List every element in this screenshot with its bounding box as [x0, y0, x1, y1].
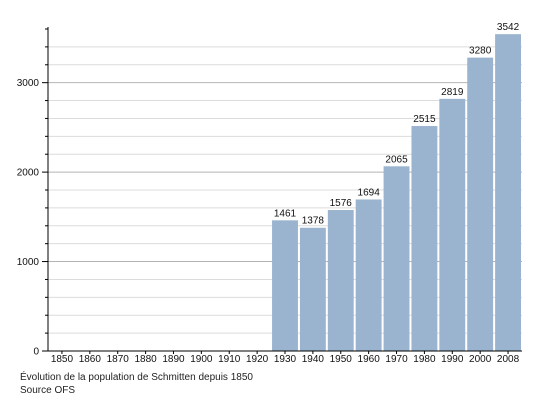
x-tick-label-1980: 1980 — [413, 354, 436, 365]
x-tick-label-1930: 1930 — [274, 354, 297, 365]
y-tick-label: 0 — [33, 347, 39, 358]
data-label-1950: 1576 — [330, 198, 353, 209]
data-label-1930: 1461 — [274, 208, 297, 219]
x-tick-label-1960: 1960 — [358, 354, 381, 365]
x-tick-label-1950: 1950 — [330, 354, 353, 365]
x-tick-label-1990: 1990 — [441, 354, 464, 365]
data-label-1940: 1378 — [302, 216, 325, 227]
y-tick-label: 1000 — [17, 257, 40, 268]
x-tick-label-1890: 1890 — [162, 354, 185, 365]
bar-1930 — [272, 220, 298, 351]
data-label-2008: 3542 — [497, 22, 520, 33]
data-labels: 1461 1378 1576 1694 2065 2515 2819 3280 3542 — [274, 22, 520, 227]
data-label-1960: 1694 — [358, 187, 381, 198]
x-tick-label-1910: 1910 — [218, 354, 241, 365]
chart-caption-title: Évolution de la population de Schmitten … — [20, 372, 253, 383]
x-tick-label-1870: 1870 — [107, 354, 130, 365]
bar-1940 — [299, 227, 326, 351]
x-tick-label-2000: 2000 — [469, 354, 492, 365]
bar-2008 — [495, 34, 521, 352]
x-tick-label-1920: 1920 — [246, 354, 269, 365]
bar-1970 — [383, 166, 410, 351]
bar-1960 — [355, 199, 382, 351]
data-label-2000: 3280 — [469, 46, 492, 57]
chart-caption-source: Source OFS — [20, 385, 76, 396]
bar-2000 — [467, 57, 494, 351]
x-tick-label-1850: 1850 — [51, 354, 74, 365]
x-tick-label-1880: 1880 — [134, 354, 157, 365]
x-tick-label-1860: 1860 — [79, 354, 102, 365]
x-tick-label-1970: 1970 — [385, 354, 408, 365]
x-axis: 1850 1860 1870 1880 1890 1900 1910 1920 1930 1940… — [48, 350, 522, 365]
data-label-1970: 2065 — [385, 154, 408, 165]
bar-1990 — [439, 98, 466, 351]
y-tick-label: 3000 — [17, 78, 40, 89]
x-tick-label-2008: 2008 — [497, 354, 520, 365]
bar-1950 — [327, 210, 354, 351]
x-tick-label-1900: 1900 — [190, 354, 213, 365]
bar-1980 — [411, 126, 438, 351]
data-label-1980: 2515 — [413, 114, 436, 125]
bars — [272, 34, 521, 352]
y-axis: 0 1000 2000 3000 — [17, 27, 49, 358]
data-label-1990: 2819 — [441, 87, 464, 98]
x-tick-label-1940: 1940 — [302, 354, 325, 365]
y-tick-label: 2000 — [17, 168, 40, 179]
